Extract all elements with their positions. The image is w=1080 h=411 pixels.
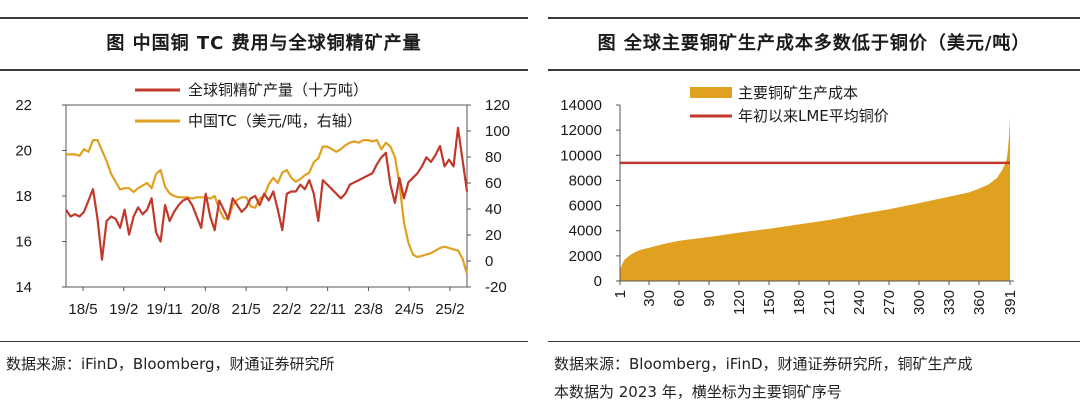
left-x-axis: 18/5 19/2 19/11 20/8 21/5 22/2 22/11 23/8 24/5 25…	[68, 287, 465, 318]
right-chart-panel: 图 全球主要铜矿生产成本多数低于铜价（美元/吨） 0 2000 4000 6000 80…	[548, 0, 1080, 411]
x-tick-label: 19/2	[109, 301, 138, 318]
y-left-tick-label: 20	[15, 143, 32, 160]
legend-label-cost: 主要铜矿生产成本	[738, 84, 858, 102]
left-source-divider	[0, 341, 528, 342]
x-tick-label: 22/2	[272, 301, 301, 318]
y-left-tick-label: 16	[15, 234, 32, 251]
x-tick-label: 60	[671, 290, 688, 307]
x-tick-label: 25/2	[435, 301, 464, 318]
right-source-divider	[548, 341, 1080, 342]
x-tick-label: 18/5	[68, 301, 97, 318]
x-tick-label: 180	[791, 290, 808, 315]
legend-swatch-cost	[690, 87, 732, 98]
right-legend: 主要铜矿生产成本 年初以来LME平均铜价	[690, 84, 889, 125]
legend-label-tc: 中国TC（美元/吨，右轴）	[188, 112, 362, 130]
right-chart-title: 图 全球主要铜矿生产成本多数低于铜价（美元/吨）	[597, 33, 1031, 54]
series-line-copper-concentrate-output	[65, 126, 469, 261]
y-left-tick-label: 14	[15, 279, 32, 296]
left-source-note: 数据来源：iFinD，Bloomberg，财通证券研究所	[6, 355, 335, 373]
x-tick-label: 360	[971, 290, 988, 315]
x-tick-label: 24/5	[395, 301, 424, 318]
x-tick-label: 120	[731, 290, 748, 315]
left-legend: 全球铜精矿产量（十万吨） 中国TC（美元/吨，右轴）	[135, 81, 368, 130]
x-tick-label: 210	[821, 290, 838, 315]
x-tick-label: 270	[881, 290, 898, 315]
y-right-tick-label: -20	[485, 279, 507, 296]
y-tick-label: 12000	[560, 122, 602, 139]
left-y-axis-left: 14 16 18 20 22	[15, 97, 66, 296]
x-tick-label: 21/5	[232, 301, 261, 318]
y-right-tick-label: 100	[485, 123, 510, 140]
x-tick-label: 240	[851, 290, 868, 315]
x-tick-label: 300	[911, 290, 928, 315]
x-tick-label: 150	[761, 290, 778, 315]
y-right-tick-label: 60	[485, 175, 502, 192]
left-chart-title: 图 中国铜 TC 费用与全球铜精矿产量	[106, 33, 422, 54]
y-tick-label: 0	[594, 273, 602, 290]
right-x-axis: 1 30 60 90 120 150 180 210 240 270 300 330 360 391	[612, 281, 1019, 315]
x-tick-label: 1	[612, 290, 629, 298]
series-line-china-tc	[66, 139, 469, 275]
y-right-tick-label: 120	[485, 97, 510, 114]
y-left-tick-label: 18	[15, 188, 32, 205]
x-tick-label: 23/8	[354, 301, 383, 318]
x-tick-label: 19/11	[146, 301, 182, 318]
right-source-line-2: 本数据为 2023 年，横坐标为主要铜矿序号	[554, 383, 842, 401]
y-tick-label: 8000	[569, 172, 602, 189]
left-chart-panel: 图 中国铜 TC 费用与全球铜精矿产量 14 16 18 20 22 -20 0 20 40 6…	[0, 0, 528, 411]
x-tick-label: 20/8	[191, 301, 220, 318]
x-tick-label: 391	[1002, 290, 1019, 315]
y-tick-label: 10000	[560, 147, 602, 164]
right-area-chart: 0 2000 4000 6000 8000 10000 12000 14000 1 30 60 90…	[560, 84, 1019, 315]
y-right-tick-label: 0	[485, 253, 493, 270]
right-source-note: 数据来源：Bloomberg，iFinD，财通证券研究所，铜矿生产成 本数据为 …	[554, 350, 973, 406]
y-right-tick-label: 20	[485, 227, 502, 244]
x-tick-label: 330	[941, 290, 958, 315]
legend-label-lme: 年初以来LME平均铜价	[738, 107, 889, 125]
left-title-bar: 图 中国铜 TC 费用与全球铜精矿产量	[0, 17, 528, 71]
y-left-tick-label: 22	[15, 97, 32, 114]
area-mine-production-cost	[620, 117, 1010, 281]
y-tick-label: 4000	[569, 223, 602, 240]
y-tick-label: 6000	[569, 198, 602, 215]
left-y-axis-right: -20 0 20 40 60 80 100 120	[467, 97, 510, 296]
x-tick-label: 30	[641, 290, 658, 307]
y-tick-label: 2000	[569, 248, 602, 265]
x-tick-label: 22/11	[309, 301, 345, 318]
legend-label-output: 全球铜精矿产量（十万吨）	[188, 81, 368, 99]
left-line-chart: 14 16 18 20 22 -20 0 20 40 60 80 100 120 18/5 19/2 19…	[15, 81, 510, 318]
y-tick-label: 14000	[560, 97, 602, 114]
x-tick-label: 90	[701, 290, 718, 307]
left-plot-frame	[65, 104, 468, 288]
right-title-bar: 图 全球主要铜矿生产成本多数低于铜价（美元/吨）	[548, 17, 1080, 71]
y-right-tick-label: 40	[485, 201, 502, 218]
y-right-tick-label: 80	[485, 149, 502, 166]
right-source-line-1: 数据来源：Bloomberg，iFinD，财通证券研究所，铜矿生产成	[554, 355, 973, 373]
right-y-axis: 0 2000 4000 6000 8000 10000 12000 14000	[560, 97, 620, 290]
